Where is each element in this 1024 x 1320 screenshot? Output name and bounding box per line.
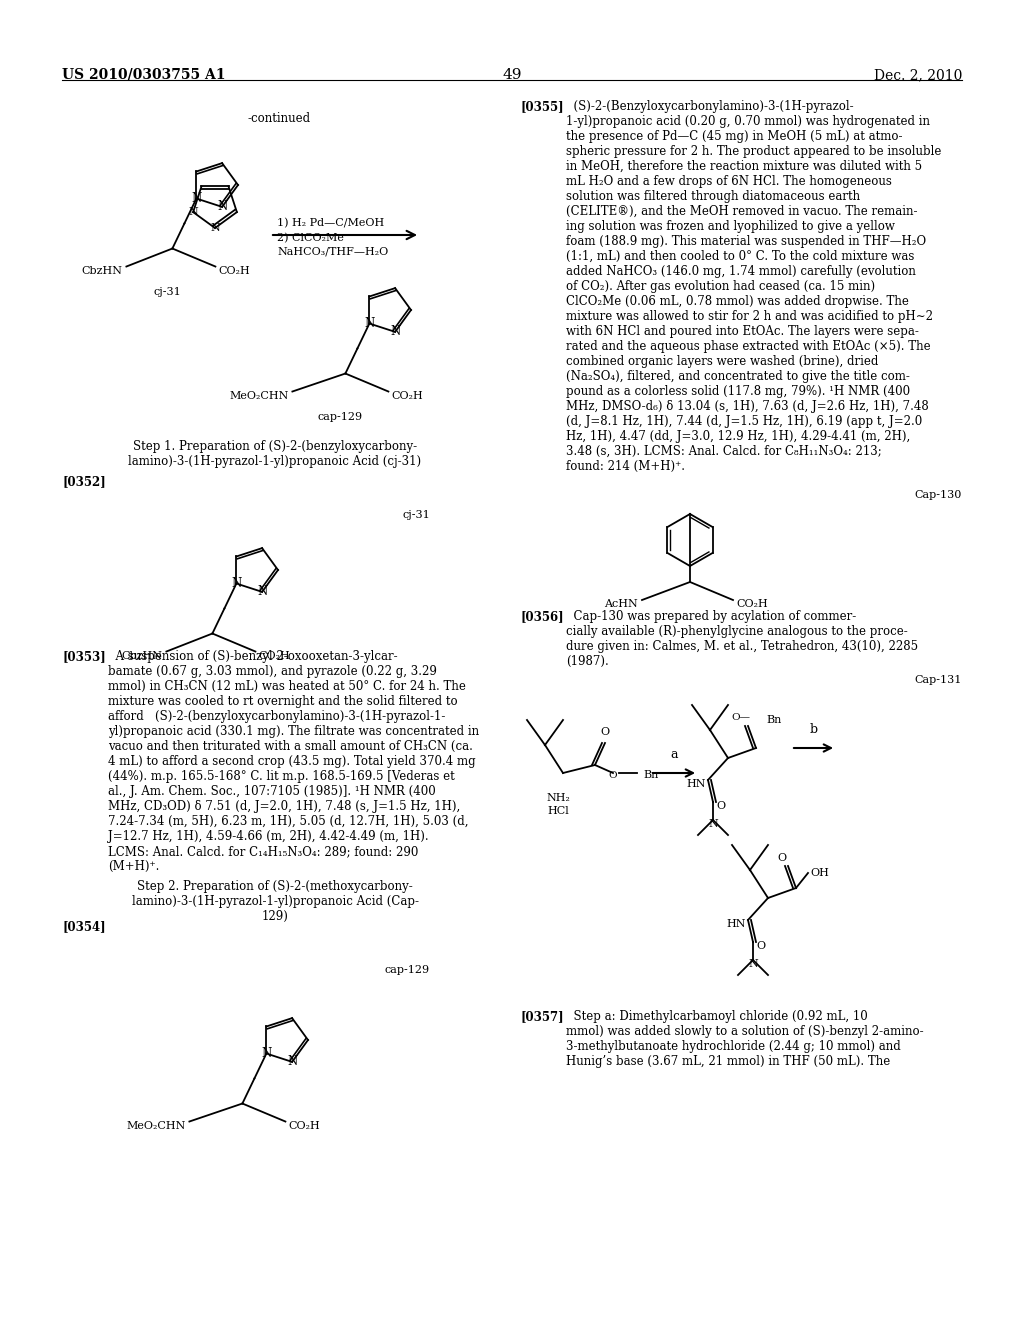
Text: CO₂H: CO₂H [289, 1121, 321, 1130]
Text: cap-129: cap-129 [317, 412, 362, 421]
Text: [0352]: [0352] [62, 475, 105, 488]
Text: A suspension of (S)-benzyl 2-oxooxetan-3-ylcar-
bamate (0.67 g, 3.03 mmol), and : A suspension of (S)-benzyl 2-oxooxetan-3… [108, 649, 479, 873]
Text: CO₂H: CO₂H [258, 651, 290, 660]
Text: b: b [809, 723, 817, 737]
Text: US 2010/0303755 A1: US 2010/0303755 A1 [62, 69, 225, 82]
Text: Cap-131: Cap-131 [914, 675, 962, 685]
Text: N: N [191, 191, 202, 205]
Text: CbzHN: CbzHN [122, 651, 163, 660]
Text: O: O [600, 727, 609, 737]
Text: N: N [217, 201, 227, 214]
Text: NH₂: NH₂ [546, 793, 570, 803]
Text: CO₂H: CO₂H [391, 391, 423, 400]
Text: Bn: Bn [643, 770, 658, 780]
Text: O: O [757, 941, 766, 950]
Text: N: N [287, 1056, 297, 1068]
Text: 1) H₂ Pd—C/MeOH: 1) H₂ Pd—C/MeOH [278, 218, 384, 228]
Text: N: N [257, 585, 267, 598]
Text: N: N [390, 325, 400, 338]
Text: [0355]: [0355] [520, 100, 563, 114]
Text: N: N [210, 223, 220, 234]
Text: cj-31: cj-31 [402, 510, 430, 520]
Text: Cap-130: Cap-130 [914, 490, 962, 500]
Text: HN: HN [726, 919, 746, 929]
Text: -continued: -continued [248, 112, 311, 125]
Text: (S)-2-(Benzyloxycarbonylamino)-3-(1H-pyrazol-
1-yl)propanoic acid (0.20 g, 0.70 : (S)-2-(Benzyloxycarbonylamino)-3-(1H-pyr… [566, 100, 941, 473]
Text: N: N [188, 207, 198, 216]
Text: HCl: HCl [547, 807, 569, 816]
Text: N: N [261, 1047, 271, 1060]
Text: N: N [231, 577, 242, 590]
Text: a: a [671, 748, 678, 762]
Text: HN: HN [686, 779, 706, 789]
Text: 2) ClCO₂Me: 2) ClCO₂Me [278, 234, 344, 243]
Text: CbzHN: CbzHN [81, 265, 123, 276]
Text: CO₂H: CO₂H [218, 265, 250, 276]
Text: O: O [608, 771, 617, 780]
Text: CO₂H: CO₂H [736, 599, 768, 609]
Text: Bn: Bn [766, 715, 781, 725]
Text: Cap-130 was prepared by acylation of commer-
cially available (R)-phenylglycine : Cap-130 was prepared by acylation of com… [566, 610, 919, 668]
Text: AcHN: AcHN [604, 599, 638, 609]
Text: N: N [749, 960, 758, 969]
Text: cap-129: cap-129 [385, 965, 430, 975]
Text: [0353]: [0353] [62, 649, 105, 663]
Text: MeO₂CHN: MeO₂CHN [126, 1121, 185, 1130]
Text: Step a: Dimethylcarbamoyl chloride (0.92 mL, 10
mmol) was added slowly to a solu: Step a: Dimethylcarbamoyl chloride (0.92… [566, 1010, 924, 1068]
Text: O—: O— [731, 714, 750, 722]
Text: N: N [709, 818, 718, 829]
Text: 49: 49 [502, 69, 522, 82]
Text: MeO₂CHN: MeO₂CHN [229, 391, 289, 400]
Text: N: N [365, 317, 375, 330]
Text: cj-31: cj-31 [154, 286, 181, 297]
Text: O: O [777, 853, 786, 863]
Text: Step 2. Preparation of (S)-2-(methoxycarbony-
lamino)-3-(1H-pyrazol-1-yl)propano: Step 2. Preparation of (S)-2-(methoxycar… [131, 880, 419, 923]
Text: [0354]: [0354] [62, 920, 105, 933]
Text: [0357]: [0357] [520, 1010, 563, 1023]
Text: Step 1. Preparation of (S)-2-(benzyloxycarbony-
lamino)-3-(1H-pyrazol-1-yl)propa: Step 1. Preparation of (S)-2-(benzyloxyc… [128, 440, 422, 469]
Text: O: O [717, 801, 726, 810]
Text: Dec. 2, 2010: Dec. 2, 2010 [873, 69, 962, 82]
Text: NaHCO₃/THF—H₂O: NaHCO₃/THF—H₂O [278, 247, 388, 257]
Text: [0356]: [0356] [520, 610, 563, 623]
Text: OH: OH [810, 869, 828, 878]
